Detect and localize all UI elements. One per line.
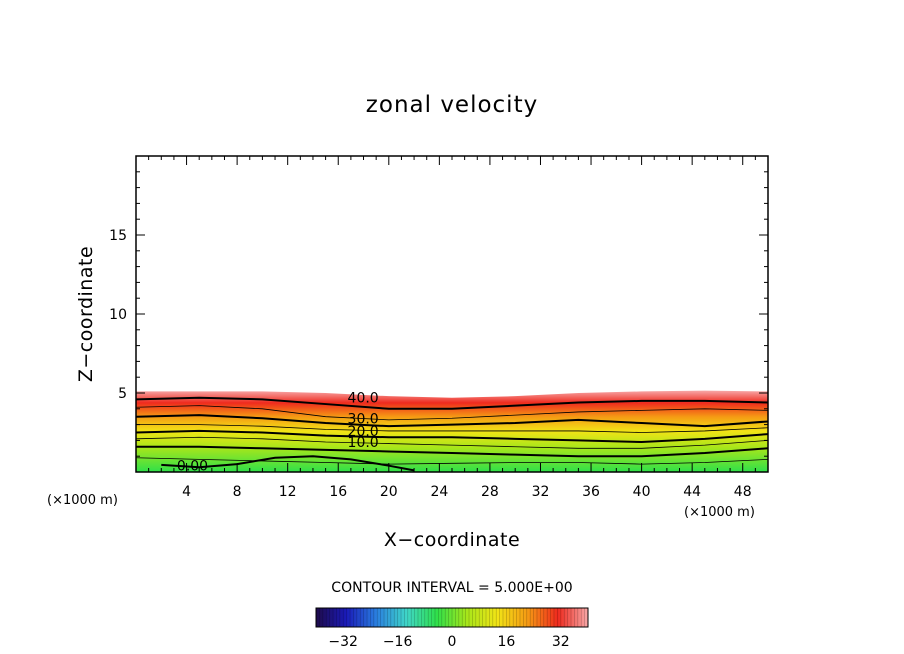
y-tick-label: 5 <box>118 386 127 402</box>
contour-lines <box>136 396 768 472</box>
colorbar-frame <box>315 607 589 628</box>
colorbar-tick-label: 0 <box>448 634 457 650</box>
contour-line-40 <box>136 396 768 410</box>
colorbar-tick-label: 32 <box>552 634 570 650</box>
x-axis-label: X−coordinate <box>384 529 520 551</box>
y-axis-label: Z−coordinate <box>75 246 97 382</box>
contour-line-10 <box>136 445 768 458</box>
x-tick-label: 48 <box>734 484 752 500</box>
contour-label: 30.0 <box>348 411 379 427</box>
contour-line-35 <box>136 405 768 421</box>
x-tick-label: 44 <box>683 484 701 500</box>
plot-area <box>136 390 768 472</box>
x-tick-label: 36 <box>582 484 600 500</box>
x-tick-label: 4 <box>182 484 191 500</box>
x-axis-ticks: 4 8 12 16 20 24 28 32 36 40 44 48 <box>148 156 756 500</box>
x-unit-label-right: (×1000 m) <box>684 505 755 520</box>
y-axis-ticks: 5 10 15 <box>109 171 768 457</box>
colorbar-tick-label: 16 <box>497 634 515 650</box>
contour-label: 20.0 <box>348 424 379 440</box>
chart-title: zonal velocity <box>366 92 538 118</box>
colorbar: −32 −16 0 16 32 <box>315 607 589 650</box>
contour-line-0 <box>161 455 415 472</box>
x-tick-label: 12 <box>279 484 297 500</box>
x-tick-label: 16 <box>329 484 347 500</box>
contour-line-5 <box>136 457 768 465</box>
contour-line-30 <box>136 414 768 428</box>
x-tick-label: 8 <box>233 484 242 500</box>
contour-line-20 <box>136 429 768 443</box>
colorbar-tick-label: −32 <box>328 634 358 650</box>
contour-interval-text: CONTOUR INTERVAL = 5.000E+00 <box>331 580 572 596</box>
contour-labels: 40.0 30.020.010.0 0.00 <box>177 391 379 475</box>
x-tick-label: 32 <box>532 484 550 500</box>
contour-label: 0.00 <box>177 459 208 475</box>
contour-line-15 <box>136 436 768 449</box>
contour-label: 40.0 <box>348 391 379 407</box>
contour-label: 10.0 <box>348 435 379 451</box>
x-tick-label: 24 <box>430 484 448 500</box>
y-tick-label: 15 <box>109 228 127 244</box>
x-tick-label: 40 <box>633 484 651 500</box>
colorbar-stripes <box>319 608 585 627</box>
colorbar-fill <box>316 608 588 627</box>
x-tick-label: 20 <box>380 484 398 500</box>
x-tick-label: 28 <box>481 484 499 500</box>
y-tick-label: 10 <box>109 307 127 323</box>
colorbar-ticks: −32 −16 0 16 32 <box>328 634 569 650</box>
contour-line-25 <box>136 424 768 433</box>
x-unit-label-left: (×1000 m) <box>47 493 118 508</box>
colorbar-tick-label: −16 <box>383 634 413 650</box>
